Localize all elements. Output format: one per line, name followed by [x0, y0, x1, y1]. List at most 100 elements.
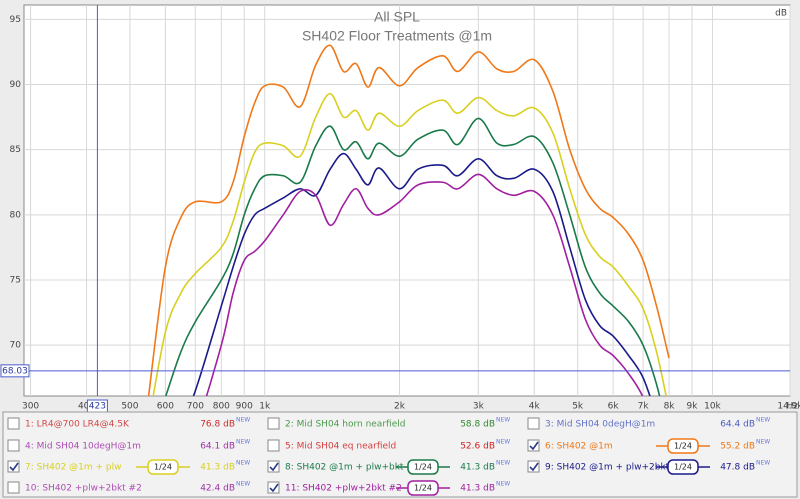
legend-checkmark	[529, 462, 539, 472]
smoothing-badge[interactable]	[147, 459, 179, 475]
x-tick-label: 600	[157, 402, 174, 412]
x-tick-label: 7k	[638, 402, 650, 412]
smoothing-label: 1/24	[414, 484, 432, 493]
legend-badge: NEW	[236, 417, 250, 424]
x-tick-label: 9k	[686, 402, 698, 412]
legend-level: 64.4 dB	[720, 420, 755, 430]
legend-level: 47.8 dB	[720, 463, 755, 473]
legend-badge: NEW	[236, 481, 250, 488]
legend-badge: NEW	[236, 460, 250, 467]
legend-level: 42.4 dB	[200, 484, 235, 494]
legend-badge: NEW	[756, 460, 770, 467]
x-tick-label: 2k	[394, 402, 406, 412]
legend-checkbox[interactable]	[267, 481, 280, 494]
y-unit: dB	[775, 9, 787, 19]
legend-name: 11: SH402 +plw+2bkt #2	[285, 484, 402, 494]
x-unit: Hz	[787, 402, 799, 412]
spl-curve	[192, 152, 651, 396]
legend-badge: NEW	[756, 439, 770, 446]
x-tick-label: 4k	[529, 402, 541, 412]
legend-name: 6: SH402 @1m	[545, 442, 613, 452]
legend-name: 1: LR4@700 LR4@4.5K	[25, 420, 130, 430]
legend-panel	[2, 411, 798, 498]
legend-checkbox[interactable]	[7, 417, 20, 430]
y-tick-label: 70	[10, 341, 22, 351]
x-tick-label: 3k	[473, 402, 485, 412]
legend-name: 4: Mid SH04 10degH@1m	[25, 442, 141, 452]
legend-checkmark	[9, 462, 19, 472]
legend-level: 41.3 dB	[460, 484, 495, 494]
legend-badge: NEW	[496, 417, 510, 424]
legend-badge: NEW	[236, 439, 250, 446]
x-tick-label: 500	[121, 402, 138, 412]
x-tick-label: 1k	[259, 402, 271, 412]
legend-level: 41.3 dB	[200, 463, 235, 473]
x-tick-label: 6k	[608, 402, 620, 412]
x-tick-label: 5k	[572, 402, 584, 412]
legend-badge: NEW	[756, 417, 770, 424]
x-tick-label: 400	[78, 402, 95, 412]
smoothing-label: 1/24	[414, 463, 432, 472]
x-tick-label: 800	[213, 402, 230, 412]
legend-checkbox[interactable]	[7, 460, 20, 473]
legend-checkbox[interactable]	[527, 417, 540, 430]
legend-checkmark	[269, 462, 279, 472]
smoothing-badge[interactable]	[407, 480, 439, 496]
legend-checkbox[interactable]	[267, 439, 280, 452]
legend-name: 7: SH402 @1m + plw	[25, 463, 121, 473]
legend-checkbox[interactable]	[267, 460, 280, 473]
legend-level: 76.8 dB	[200, 420, 235, 430]
legend-badge: NEW	[496, 481, 510, 488]
legend-checkbox[interactable]	[527, 460, 540, 473]
x-tick-label: 300	[22, 402, 39, 412]
axes: 70 75 80 85 90 95 300 400 500 600 700 800 900 1k 2k 3k 4…	[0, 5, 800, 413]
legend-level: 64.1 dB	[200, 442, 235, 452]
legend-name: 9: SH402 @1m + plw+2bkt	[545, 463, 670, 473]
legend-level: 58.8 dB	[460, 420, 495, 430]
legend-name: 8: SH402 @1m + plw+bkt	[285, 463, 404, 473]
cursor-x-label: 423	[89, 402, 106, 412]
grid	[24, 5, 791, 396]
x-tick-label: 8k	[664, 402, 676, 412]
chart-subtitle: SH402 Floor Treatments @1m	[302, 28, 492, 44]
spl-curve	[205, 173, 644, 396]
legend-checkbox[interactable]	[7, 481, 20, 494]
smoothing-label: 1/24	[674, 442, 692, 451]
x-tick-label: 10k	[704, 402, 721, 412]
spl-curve	[164, 117, 661, 396]
legend-level: 55.2 dB	[720, 442, 755, 452]
legend-name: 3: Mid SH04 0degH@1m	[545, 420, 655, 430]
x-tick-label: 900	[236, 402, 253, 412]
legend-checkbox[interactable]	[7, 439, 20, 452]
cursor-y-label: 68.03	[2, 366, 28, 376]
smoothing-badge[interactable]	[407, 459, 439, 475]
plot-area	[23, 4, 791, 397]
legend-name: 5: Mid SH04 eq nearfield	[285, 442, 396, 452]
legend-badge: NEW	[496, 439, 510, 446]
legend-checkmark	[529, 441, 539, 451]
x-tick-label: 700	[187, 402, 204, 412]
smoothing-label: 1/24	[154, 463, 172, 472]
cursor-y-box	[0, 364, 30, 378]
smoothing-badge[interactable]	[667, 438, 699, 454]
legend-level: 52.6 dB	[460, 442, 495, 452]
legend-checkbox[interactable]	[527, 439, 540, 452]
spl-curve	[147, 44, 670, 396]
legend-level: 41.3 dB	[460, 463, 495, 473]
y-tick-label: 95	[10, 15, 21, 25]
legend-checkbox[interactable]	[267, 417, 280, 430]
x-tick-label: 14.9k	[777, 402, 800, 412]
legend: 1: LR4@700 LR4@4.5K 76.8 dB NEW 2: Mid SH04…	[7, 417, 770, 496]
smoothing-label: 1/24	[674, 463, 692, 472]
spl-curve	[152, 92, 667, 396]
y-tick-label: 85	[10, 145, 21, 155]
legend-checkmark	[269, 483, 279, 493]
legend-badge: NEW	[496, 460, 510, 467]
y-tick-label: 80	[10, 210, 22, 220]
chart-title: All SPL	[374, 9, 420, 25]
legend-name: 10: SH402 +plw+2bkt #2	[25, 484, 142, 494]
y-tick-label: 90	[10, 80, 22, 90]
smoothing-badge[interactable]	[667, 459, 699, 475]
legend-name: 2: Mid SH04 horn nearfield	[285, 420, 405, 430]
